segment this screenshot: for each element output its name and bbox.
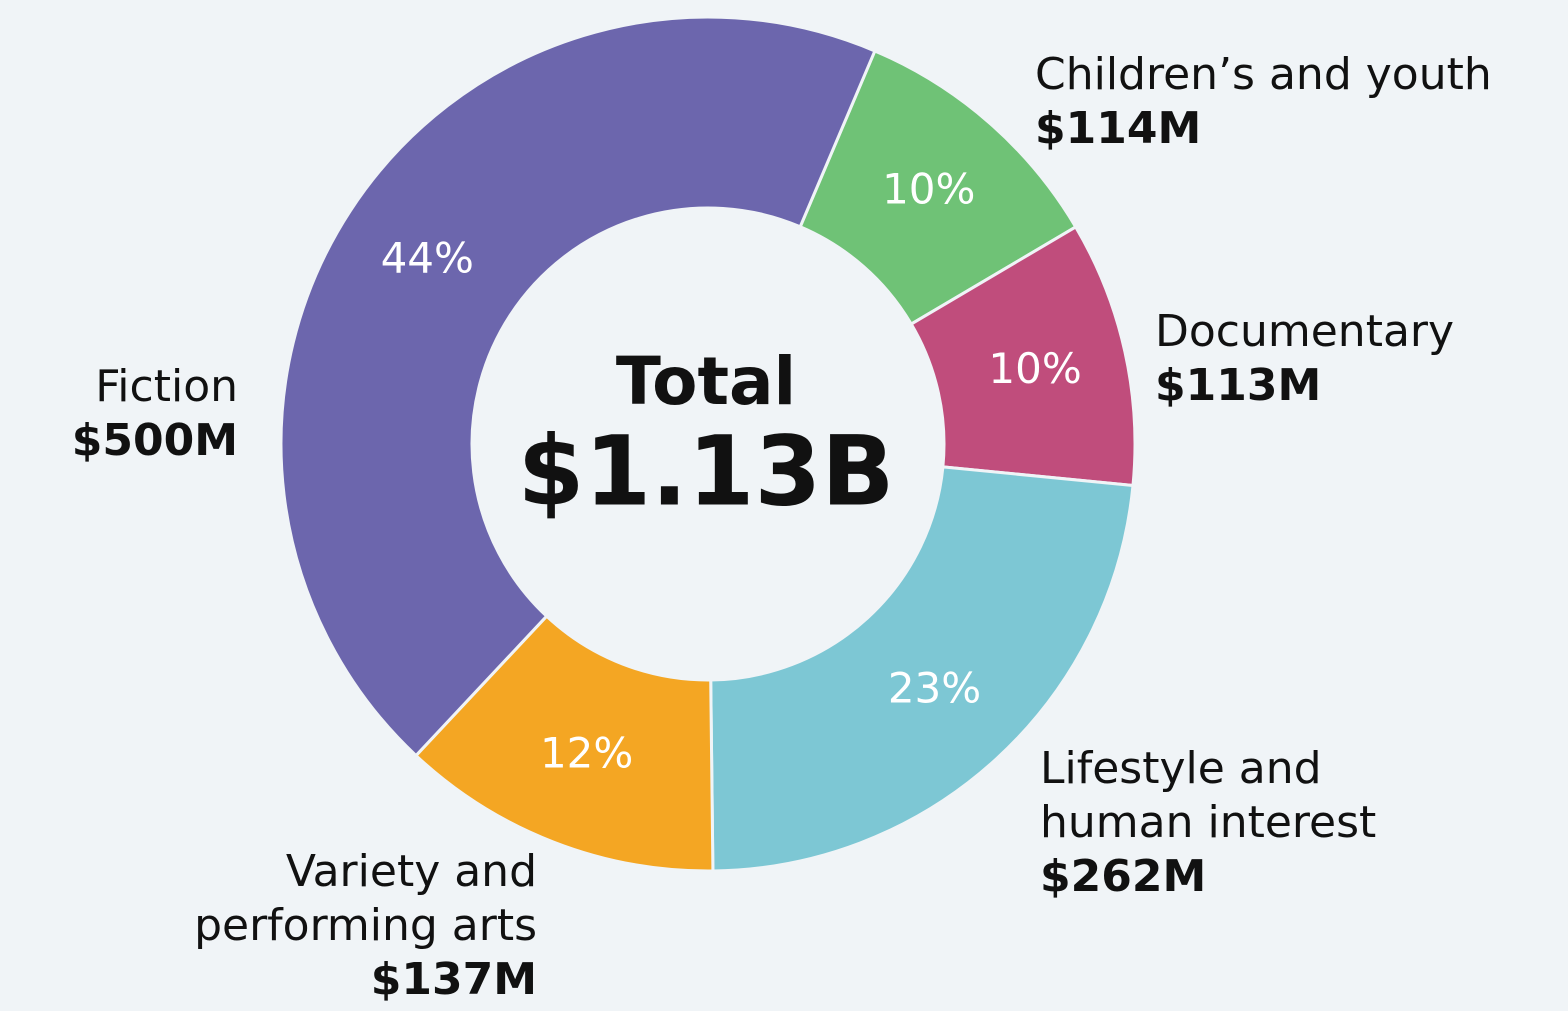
percent-label: 12% (540, 729, 633, 778)
amount-label: $262M (1040, 851, 1207, 902)
category-name: Documentary (1155, 306, 1455, 357)
slice-label: Documentary $113M (1155, 305, 1555, 413)
slices (279, 15, 1137, 873)
category-name: Children’s and youth (1035, 49, 1492, 100)
slice-label: Variety and performing arts $137M (117, 845, 537, 1007)
percent-label: 23% (888, 663, 981, 712)
category-name: Lifestyle and human interest (1040, 743, 1377, 848)
center-title: Total (616, 343, 796, 420)
percent-label: 10% (988, 344, 1081, 393)
percent-labels: 10% 10% 23% 12% 44% (381, 165, 1082, 778)
center-value: $1.13B (518, 415, 895, 527)
slice-label: Fiction $500M (0, 360, 238, 468)
category-name: Fiction (95, 361, 238, 412)
percent-label: 44% (381, 234, 474, 283)
slice (279, 15, 877, 758)
percent-label: 10% (882, 165, 975, 214)
slice-label: Lifestyle and human interest $262M (1040, 742, 1440, 904)
category-name: Variety and performing arts (194, 846, 537, 951)
amount-label: $137M (370, 954, 537, 1005)
slice-label: Children’s and youth $114M (1035, 48, 1565, 156)
slice (709, 465, 1135, 873)
amount-label: $113M (1155, 360, 1322, 411)
amount-label: $500M (71, 415, 238, 466)
amount-label: $114M (1035, 103, 1202, 154)
